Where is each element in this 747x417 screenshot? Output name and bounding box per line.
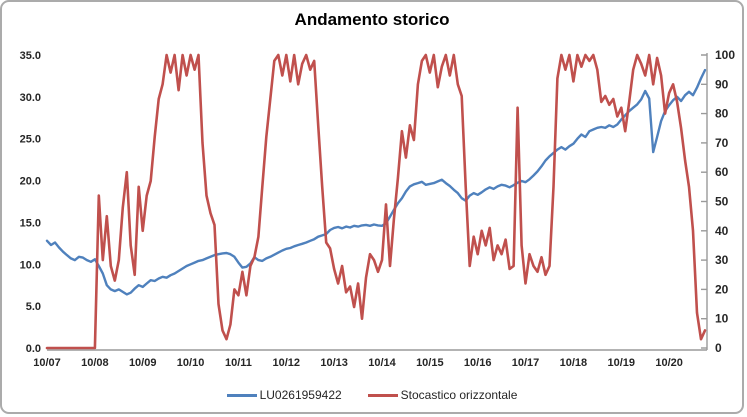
x-axis-label: 10/15 <box>416 357 444 369</box>
legend-swatch-red-line <box>367 393 398 397</box>
right-axis-label: 90 <box>715 77 729 91</box>
x-axis-label: 10/16 <box>464 357 492 369</box>
right-axis-label: 60 <box>715 165 729 179</box>
x-axis-label: 10/14 <box>368 357 396 369</box>
legend-swatch-blue-line <box>226 393 257 397</box>
chart-title: Andamento storico <box>294 10 450 29</box>
x-axis-label: 10/13 <box>320 357 348 369</box>
right-axis-label: 0 <box>715 341 722 355</box>
x-axis-label: 10/11 <box>225 357 252 369</box>
x-axis-label: 10/18 <box>560 357 588 369</box>
left-axis-label: 0.0 <box>26 343 41 355</box>
right-axis-label: 30 <box>715 253 729 267</box>
x-axis-label: 10/10 <box>177 357 205 369</box>
right-axis-label: 80 <box>715 107 729 121</box>
x-axis-label: 10/17 <box>512 357 540 369</box>
legend-item-stochastic: Stocastico orizzontale <box>367 388 518 402</box>
x-axis-label: 10/08 <box>81 357 109 369</box>
left-axis-label: 10.0 <box>20 259 41 271</box>
legend-label-stochastic: Stocastico orizzontale <box>400 388 518 402</box>
legend-item-fund: LU0261959422 <box>226 388 342 402</box>
left-axis-label: 25.0 <box>20 134 41 146</box>
x-axis-label: 10/07 <box>33 357 61 369</box>
x-axis-label: 10/19 <box>607 357 635 369</box>
right-axis-label: 100 <box>715 48 735 62</box>
left-axis-label: 20.0 <box>20 176 41 188</box>
x-axis-label: 10/09 <box>129 357 157 369</box>
left-axis-label: 15.0 <box>20 217 41 229</box>
right-axis-label: 70 <box>715 136 729 150</box>
legend: LU0261959422 Stocastico orizzontale <box>2 388 742 402</box>
right-axis-label: 10 <box>715 312 729 326</box>
right-axis-label: 20 <box>715 282 729 296</box>
series-line-stochastic <box>45 53 707 350</box>
x-axis-label: 10/20 <box>655 357 683 369</box>
right-axis-label: 40 <box>715 224 729 238</box>
right-axis-label: 50 <box>715 195 729 209</box>
series-line-fund <box>45 68 707 296</box>
left-axis-label: 30.0 <box>20 92 41 104</box>
left-axis-label: 35.0 <box>20 50 41 62</box>
x-axis-label: 10/12 <box>273 357 301 369</box>
left-axis-label: 5.0 <box>26 301 41 313</box>
legend-label-fund: LU0261959422 <box>259 388 342 402</box>
